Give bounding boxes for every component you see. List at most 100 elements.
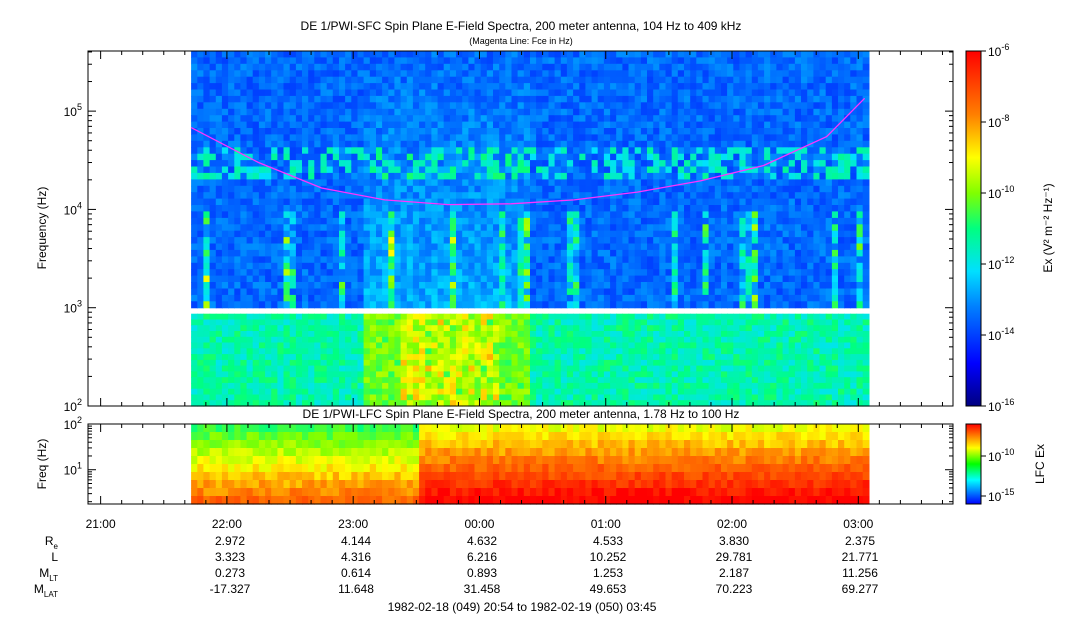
upper-heat-cell bbox=[456, 319, 463, 326]
upper-heat-cell bbox=[191, 115, 198, 123]
upper-heat-cell bbox=[591, 282, 599, 289]
upper-heat-cell bbox=[203, 179, 211, 187]
upper-heat-cell bbox=[215, 83, 223, 91]
upper-heat-cell bbox=[530, 288, 537, 296]
upper-heat-cell bbox=[554, 211, 562, 219]
upper-heat-cell bbox=[369, 275, 377, 283]
upper-heat-cell bbox=[708, 275, 716, 283]
upper-heat-cell bbox=[493, 331, 500, 338]
upper-heat-cell bbox=[733, 294, 741, 302]
upper-heat-cell bbox=[659, 172, 667, 180]
upper-heat-cell bbox=[326, 128, 334, 135]
upper-heat-cell bbox=[727, 294, 734, 302]
upper-heat-cell bbox=[252, 313, 260, 321]
upper-heat-cell bbox=[376, 128, 383, 135]
upper-heat-cell bbox=[733, 57, 741, 65]
upper-heat-cell bbox=[351, 172, 359, 180]
upper-heat-cell bbox=[197, 70, 205, 78]
upper-heat-cell bbox=[493, 388, 500, 396]
upper-heat-cell bbox=[480, 185, 488, 193]
upper-heat-cell bbox=[302, 365, 309, 372]
upper-heat-cell bbox=[727, 140, 734, 148]
upper-heat-cell bbox=[363, 348, 371, 355]
upper-heat-cell bbox=[640, 147, 648, 155]
upper-heat-cell bbox=[721, 179, 728, 187]
upper-heat-cell bbox=[591, 371, 599, 378]
upper-heat-cell bbox=[351, 51, 359, 58]
upper-heat-cell bbox=[721, 325, 728, 332]
upper-heat-cell bbox=[671, 83, 679, 91]
upper-heat-cell bbox=[431, 243, 439, 251]
upper-heat-cell bbox=[499, 172, 506, 180]
upper-heat-cell bbox=[671, 288, 679, 296]
upper-heat-cell bbox=[511, 70, 519, 78]
upper-heat-cell bbox=[449, 230, 457, 238]
upper-heat-cell bbox=[548, 153, 556, 161]
upper-heat-cell bbox=[579, 230, 587, 238]
upper-heat-cell bbox=[733, 179, 741, 187]
upper-heat-cell bbox=[486, 76, 494, 84]
upper-heat-cell bbox=[277, 83, 285, 91]
upper-heat-cell bbox=[332, 185, 340, 193]
upper-heat-cell bbox=[240, 51, 248, 58]
upper-heat-cell bbox=[228, 359, 235, 367]
upper-heat-cell bbox=[671, 63, 679, 71]
upper-heat-cell bbox=[554, 331, 562, 338]
upper-heat-cell bbox=[443, 166, 451, 174]
upper-heat-cell bbox=[376, 249, 383, 257]
upper-heat-cell bbox=[462, 336, 469, 344]
upper-heat-cell bbox=[474, 115, 482, 123]
upper-heat-cell bbox=[209, 128, 217, 135]
upper-heat-cell bbox=[228, 237, 235, 245]
upper-heat-cell bbox=[517, 237, 525, 245]
upper-heat-cell bbox=[548, 313, 556, 321]
upper-heat-cell bbox=[560, 371, 568, 378]
upper-heat-cell bbox=[690, 192, 697, 200]
upper-heat-cell bbox=[517, 269, 525, 277]
upper-heat-cell bbox=[271, 301, 278, 309]
upper-heat-cell bbox=[215, 63, 223, 71]
upper-heat-cell bbox=[412, 95, 420, 103]
upper-heat-cell bbox=[530, 359, 537, 367]
upper-heat-cell bbox=[240, 301, 248, 309]
upper-heat-cell bbox=[314, 365, 322, 372]
upper-heat-cell bbox=[314, 319, 322, 326]
upper-heat-cell bbox=[209, 275, 217, 283]
upper-heat-cell bbox=[221, 134, 229, 142]
upper-heat-cell bbox=[597, 166, 605, 174]
upper-heat-cell bbox=[665, 108, 673, 116]
upper-heat-cell bbox=[702, 57, 710, 65]
upper-heat-cell bbox=[295, 153, 303, 161]
upper-heat-cell bbox=[462, 153, 469, 161]
upper-heat-cell bbox=[634, 319, 642, 326]
upper-heat-cell bbox=[486, 198, 494, 206]
upper-heat-cell bbox=[610, 185, 617, 193]
upper-heat-cell bbox=[542, 319, 550, 326]
upper-heat-cell bbox=[523, 83, 531, 91]
upper-heat-cell bbox=[400, 51, 408, 58]
upper-heat-cell bbox=[406, 192, 414, 200]
upper-heat-cell bbox=[326, 275, 334, 283]
upper-heat-cell bbox=[271, 83, 278, 91]
upper-heat-cell bbox=[573, 89, 580, 97]
upper-heat-cell bbox=[523, 70, 531, 78]
upper-heat-cell bbox=[437, 282, 445, 289]
upper-heat-cell bbox=[283, 319, 291, 326]
upper-heat-cell bbox=[246, 342, 254, 349]
upper-heat-cell bbox=[437, 359, 445, 367]
upper-heat-cell bbox=[493, 365, 500, 372]
upper-heat-cell bbox=[271, 313, 278, 321]
upper-heat-cell bbox=[215, 371, 223, 378]
upper-heat-cell bbox=[351, 224, 359, 232]
upper-heat-cell bbox=[530, 336, 537, 344]
upper-heat-cell bbox=[714, 301, 722, 309]
upper-heat-cell bbox=[419, 348, 426, 355]
upper-heat-cell bbox=[486, 57, 494, 65]
upper-heat-cell bbox=[634, 365, 642, 372]
upper-heat-cell bbox=[332, 70, 340, 78]
upper-heat-cell bbox=[215, 365, 223, 372]
upper-heat-cell bbox=[308, 147, 315, 155]
upper-heat-cell bbox=[412, 394, 420, 401]
upper-heat-cell bbox=[677, 382, 685, 390]
upper-heat-cell bbox=[536, 262, 543, 270]
